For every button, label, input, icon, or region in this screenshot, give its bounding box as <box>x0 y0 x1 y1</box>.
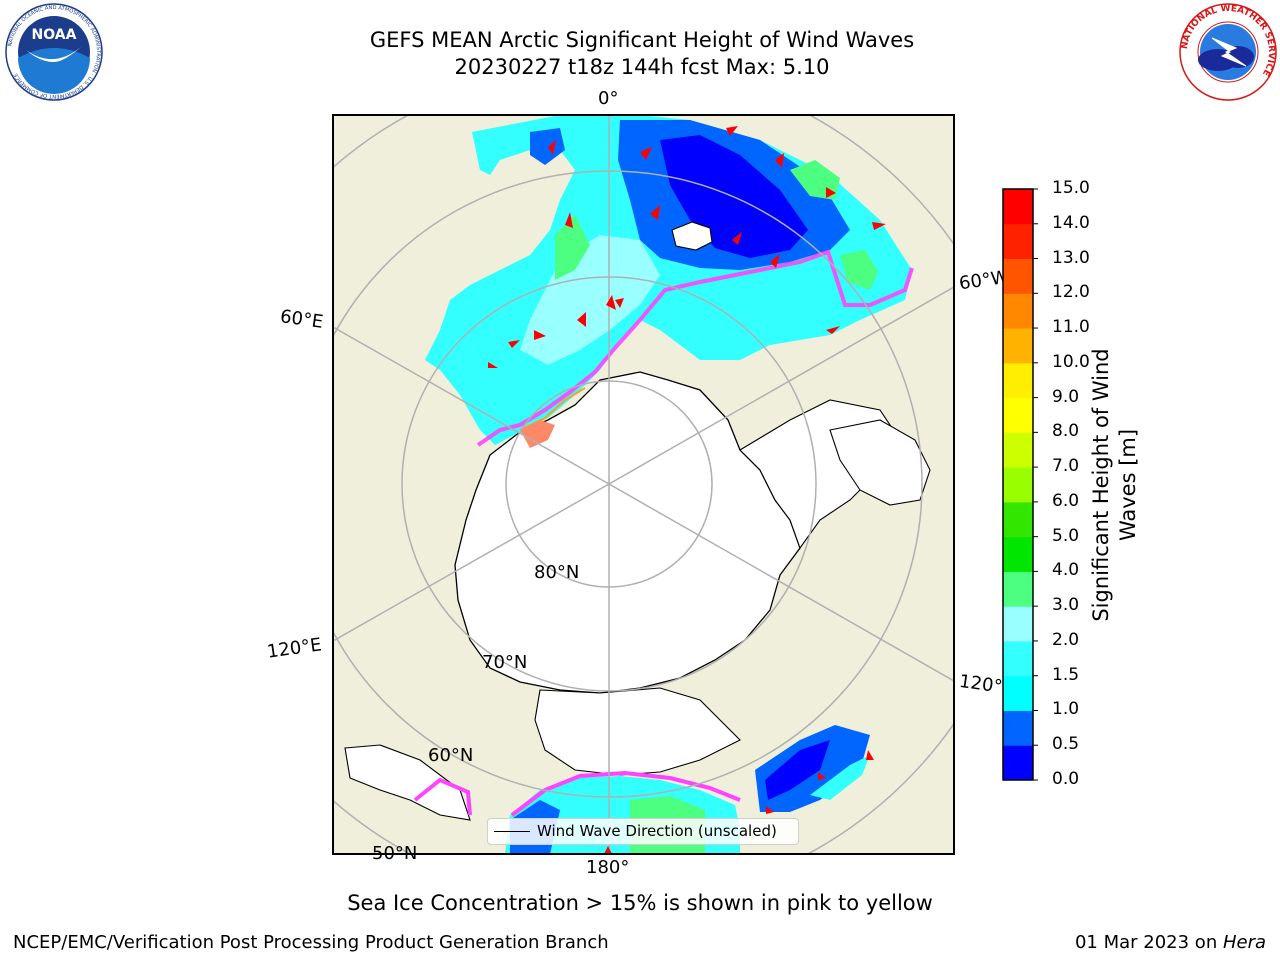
colorbar-segment <box>1003 710 1033 746</box>
colorbar-tick-label: 6.0 <box>1052 490 1080 511</box>
colorbar-tick-label: 2.0 <box>1052 629 1080 650</box>
wave-field-green-2 <box>840 250 878 290</box>
colorbar-segment <box>1003 467 1033 503</box>
colorbar-segment <box>1003 397 1033 433</box>
colorbar-tick-label: 1.0 <box>1052 699 1080 720</box>
footer-machine: Hera <box>1222 932 1266 953</box>
colorbar-segment <box>1003 571 1033 607</box>
colorbar-segment <box>1003 258 1033 294</box>
wave-field-green-3 <box>555 215 590 280</box>
footer-date: 01 Mar 2023 on <box>1074 932 1223 953</box>
colorbar-segment <box>1003 745 1033 781</box>
bering-sea-ice <box>534 687 741 776</box>
colorbar-segment <box>1003 675 1033 711</box>
colorbar-tick-label: 14.0 <box>1052 212 1090 233</box>
noaa-logo-text: NOAA <box>32 27 77 43</box>
ice-edge <box>476 249 914 447</box>
wave-field-blue-ne <box>530 128 565 165</box>
colorbar-frame <box>1002 188 1034 781</box>
colorbar-label-line-1: Significant Height of Wind <box>1089 348 1113 622</box>
colorbar-segment <box>1003 640 1033 677</box>
colorbar-tick-label: 3.0 <box>1052 595 1080 616</box>
colorbar <box>1002 188 1038 781</box>
colorbar-segment <box>1003 293 1033 329</box>
wind-wave-arrows <box>488 126 886 854</box>
figure-title-line-1: GEFS MEAN Arctic Significant Height of W… <box>369 28 915 52</box>
colorbar-tick-label: 15.0 <box>1052 178 1090 198</box>
legend-label: Wind Wave Direction (unscaled) <box>537 822 777 840</box>
sea-ice-note: Sea Ice Concentration > 15% is shown in … <box>347 891 933 915</box>
colorbar-segment <box>1003 501 1033 538</box>
noaa-logo: NATIONAL OCEANIC AND ATMOSPHERIC ADMINIS… <box>5 3 103 101</box>
hudson-bay <box>829 419 931 506</box>
colorbar-segment <box>1003 362 1033 399</box>
map-frame <box>332 114 955 855</box>
colorbar-tick-label: 1.5 <box>1052 664 1080 685</box>
colorbar-tick-label: 0.5 <box>1052 734 1080 755</box>
wave-field-light <box>520 235 660 365</box>
colorbar-tick-label: 9.0 <box>1052 386 1080 407</box>
colorbar-tick-label: 10.0 <box>1052 351 1090 372</box>
lon-label-180: 180° <box>586 857 630 878</box>
colorbar-segment <box>1003 189 1033 225</box>
nws-logo: NATIONAL WEATHER SERVICE <box>1179 3 1277 101</box>
colorbar-segment <box>1003 223 1033 260</box>
okhotsk-sea <box>344 744 471 821</box>
legend-line-swatch <box>494 831 530 832</box>
figure-title-line-2: 20230227 t18z 144h fcst Max: 5.10 <box>454 55 830 79</box>
iceland <box>671 221 713 251</box>
meridian-lines <box>333 115 954 854</box>
colorbar-segment <box>1003 606 1033 642</box>
lat-label-80n: 80°N <box>534 562 580 583</box>
alaska-blue <box>765 740 830 800</box>
colorbar-tick-label: 8.0 <box>1052 421 1080 442</box>
colorbar-label-line-2: Waves [m] <box>1116 428 1140 542</box>
colorbar-tick-label: 5.0 <box>1052 525 1080 546</box>
footer-left: NCEP/EMC/Verification Post Processing Pr… <box>13 932 609 953</box>
map-legend: Wind Wave Direction (unscaled) <box>487 818 799 845</box>
lon-label-60e: 60°E <box>278 306 325 333</box>
colorbar-tick-label: 7.0 <box>1052 456 1080 477</box>
lon-label-120e: 120°E <box>265 634 323 663</box>
okhotsk-ice-edge <box>413 777 472 816</box>
arctic-ocean-ice <box>454 371 801 694</box>
colorbar-tick-label: 4.0 <box>1052 560 1080 581</box>
colorbar-tick-label: 13.0 <box>1052 247 1090 268</box>
colorbar-segment <box>1003 432 1033 468</box>
lat-label-50n: 50°N <box>372 843 418 864</box>
alaska-light <box>810 755 870 800</box>
colorbar-tick-label: 11.0 <box>1052 317 1090 338</box>
colorbar-segment <box>1003 536 1033 572</box>
polar-map <box>332 114 955 855</box>
lat-label-70n: 70°N <box>482 652 528 673</box>
wave-field-orange-patch <box>520 420 555 448</box>
footer-right: 01 Mar 2023 on Hera <box>1075 932 1266 953</box>
lat-label-60n: 60°N <box>428 745 474 766</box>
colorbar-segment <box>1003 328 1033 364</box>
colorbar-tick-label: 12.0 <box>1052 282 1090 303</box>
colorbar-tick-label: 0.0 <box>1052 769 1080 789</box>
lon-label-0: 0° <box>598 88 619 109</box>
